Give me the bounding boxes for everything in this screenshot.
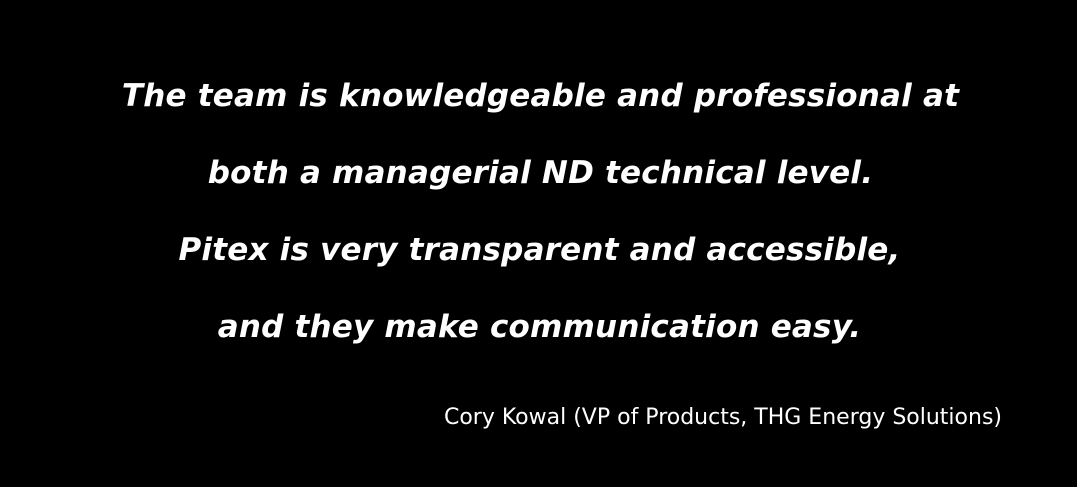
quote-line: and they make communication easy.	[217, 309, 862, 345]
quote-line: The team is knowledgeable and profession…	[121, 78, 960, 114]
quote-line: Pitex is very transparent and accessible…	[178, 232, 901, 268]
testimonial-attribution: Cory Kowal (VP of Products, THG Energy S…	[443, 405, 1002, 430]
quote-line: both a managerial ND technical level.	[207, 155, 874, 191]
testimonial-quote: The team is knowledgeable and profession…	[0, 58, 1077, 366]
